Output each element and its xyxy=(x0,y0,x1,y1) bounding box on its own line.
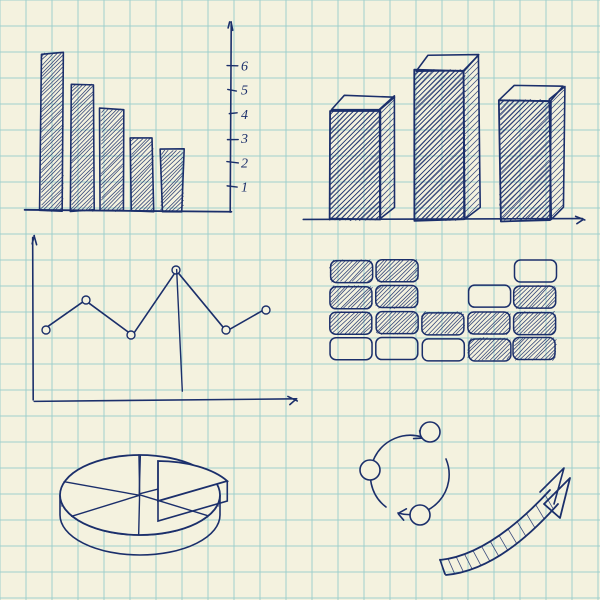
ytick-label: 1 xyxy=(241,181,248,196)
line-marker xyxy=(262,306,270,314)
line-marker xyxy=(82,296,90,304)
line-marker xyxy=(222,326,230,334)
ytick-label: 3 xyxy=(240,132,248,147)
ytick-label: 4 xyxy=(241,108,248,123)
ytick-label: 6 xyxy=(241,59,248,74)
cycle-node xyxy=(360,460,380,480)
ytick-label: 2 xyxy=(241,156,248,171)
cycle-node xyxy=(410,505,430,525)
line-marker xyxy=(42,326,50,334)
cycle-node xyxy=(420,422,440,442)
sketch-canvas: 1 2 3 4 5 6 xyxy=(0,0,600,600)
ytick-label: 5 xyxy=(241,84,248,99)
line-marker xyxy=(127,331,135,339)
